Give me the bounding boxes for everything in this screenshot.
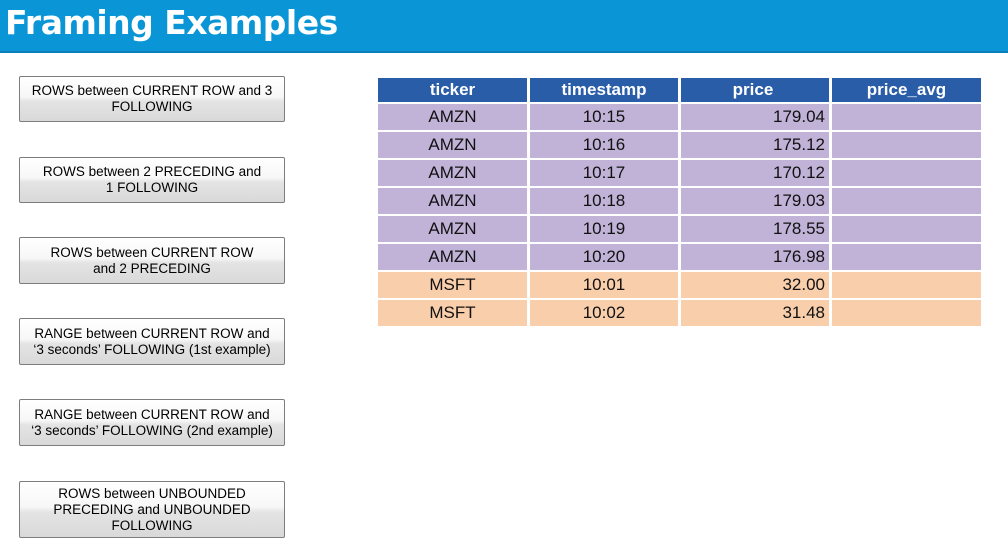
timestamp-cell: 10:02 bbox=[530, 300, 678, 326]
rows-current-2-preceding-button[interactable]: ROWS between CURRENT ROW and 2 PRECEDING bbox=[19, 237, 285, 284]
ticker-cell: AMZN bbox=[378, 132, 527, 158]
timestamp-cell: 10:19 bbox=[530, 216, 678, 242]
ticker-cell: AMZN bbox=[378, 188, 527, 214]
ticker-cell: AMZN bbox=[378, 216, 527, 242]
column-header-ticker: ticker bbox=[378, 78, 527, 102]
price-avg-cell bbox=[832, 160, 981, 186]
price-cell: 179.04 bbox=[681, 104, 829, 130]
ticker-cell: AMZN bbox=[378, 104, 527, 130]
price-avg-cell bbox=[832, 244, 981, 270]
column-header-price: price bbox=[681, 78, 829, 102]
price-table: ticker timestamp price price_avg AMZN 10… bbox=[375, 76, 984, 328]
price-avg-cell bbox=[832, 104, 981, 130]
timestamp-cell: 10:16 bbox=[530, 132, 678, 158]
ticker-cell: AMZN bbox=[378, 160, 527, 186]
price-cell: 175.12 bbox=[681, 132, 829, 158]
price-cell: 170.12 bbox=[681, 160, 829, 186]
rows-unbounded-button[interactable]: ROWS between UNBOUNDED PRECEDING and UNB… bbox=[19, 481, 285, 538]
timestamp-cell: 10:17 bbox=[530, 160, 678, 186]
price-cell: 179.03 bbox=[681, 188, 829, 214]
title-bar: Framing Examples bbox=[0, 0, 1008, 53]
table-body: AMZN 10:15 179.04 AMZN 10:16 175.12 AMZN… bbox=[378, 104, 981, 326]
range-3-seconds-second-button[interactable]: RANGE between CURRENT ROW and ‘3 seconds… bbox=[19, 399, 285, 446]
rows-current-3-following-button[interactable]: ROWS between CURRENT ROW and 3 FOLLOWING bbox=[19, 76, 285, 122]
table-row: MSFT 10:01 32.00 bbox=[378, 272, 981, 298]
price-avg-cell bbox=[832, 216, 981, 242]
ticker-cell: AMZN bbox=[378, 244, 527, 270]
table-row: AMZN 10:15 179.04 bbox=[378, 104, 981, 130]
table-row: AMZN 10:17 170.12 bbox=[378, 160, 981, 186]
column-header-timestamp: timestamp bbox=[530, 78, 678, 102]
timestamp-cell: 10:01 bbox=[530, 272, 678, 298]
table-row: AMZN 10:20 176.98 bbox=[378, 244, 981, 270]
page-title: Framing Examples bbox=[5, 3, 338, 42]
timestamp-cell: 10:20 bbox=[530, 244, 678, 270]
table-row: MSFT 10:02 31.48 bbox=[378, 300, 981, 326]
ticker-cell: MSFT bbox=[378, 272, 527, 298]
ticker-cell: MSFT bbox=[378, 300, 527, 326]
price-avg-cell bbox=[832, 188, 981, 214]
range-3-seconds-first-button[interactable]: RANGE between CURRENT ROW and ‘3 seconds… bbox=[19, 318, 285, 365]
price-cell: 32.00 bbox=[681, 272, 829, 298]
timestamp-cell: 10:15 bbox=[530, 104, 678, 130]
timestamp-cell: 10:18 bbox=[530, 188, 678, 214]
table-row: AMZN 10:19 178.55 bbox=[378, 216, 981, 242]
price-cell: 31.48 bbox=[681, 300, 829, 326]
price-avg-cell bbox=[832, 300, 981, 326]
table-row: AMZN 10:18 179.03 bbox=[378, 188, 981, 214]
table-row: AMZN 10:16 175.12 bbox=[378, 132, 981, 158]
price-avg-cell bbox=[832, 132, 981, 158]
price-cell: 176.98 bbox=[681, 244, 829, 270]
price-avg-cell bbox=[832, 272, 981, 298]
rows-2-preceding-1-following-button[interactable]: ROWS between 2 PRECEDING and 1 FOLLOWING bbox=[19, 157, 285, 203]
column-header-price-avg: price_avg bbox=[832, 78, 981, 102]
table-header-row: ticker timestamp price price_avg bbox=[378, 78, 981, 102]
price-cell: 178.55 bbox=[681, 216, 829, 242]
